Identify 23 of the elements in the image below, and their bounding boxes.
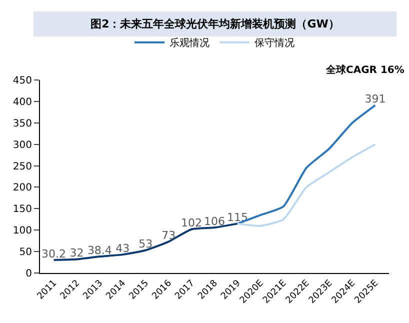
y-tick-label: 150 [12,204,32,216]
y-tick-label: 50 [19,247,32,258]
data-label: 32 [70,246,84,260]
y-tick-label: 200 [12,182,32,194]
legend-label: 乐观情况 [170,37,210,50]
data-label: 30.2 [42,247,66,260]
text: 全球CAGR 16% [325,64,404,76]
y-tick-label: 100 [12,226,32,237]
y-tick-label: 450 [12,76,32,86]
y-tick-label: 400 [12,96,32,108]
data-label: 43 [116,242,130,255]
legend-label: 保守情况 [254,37,294,50]
y-tick-label: 300 [12,140,32,151]
data-label: 73 [162,228,176,242]
data-label: 53 [138,238,153,251]
y-tick-label: 0 [26,268,32,280]
y-tick-label: 350 [12,118,32,130]
data-label: 106 [204,214,225,228]
chart-title: 图2：未来五年全球光伏年均新增装机预测（GW） [90,18,340,30]
data-label: 391 [364,92,386,106]
data-label: 102 [181,216,202,230]
data-label: 38.4 [87,244,112,257]
y-tick-label: 250 [12,161,32,172]
